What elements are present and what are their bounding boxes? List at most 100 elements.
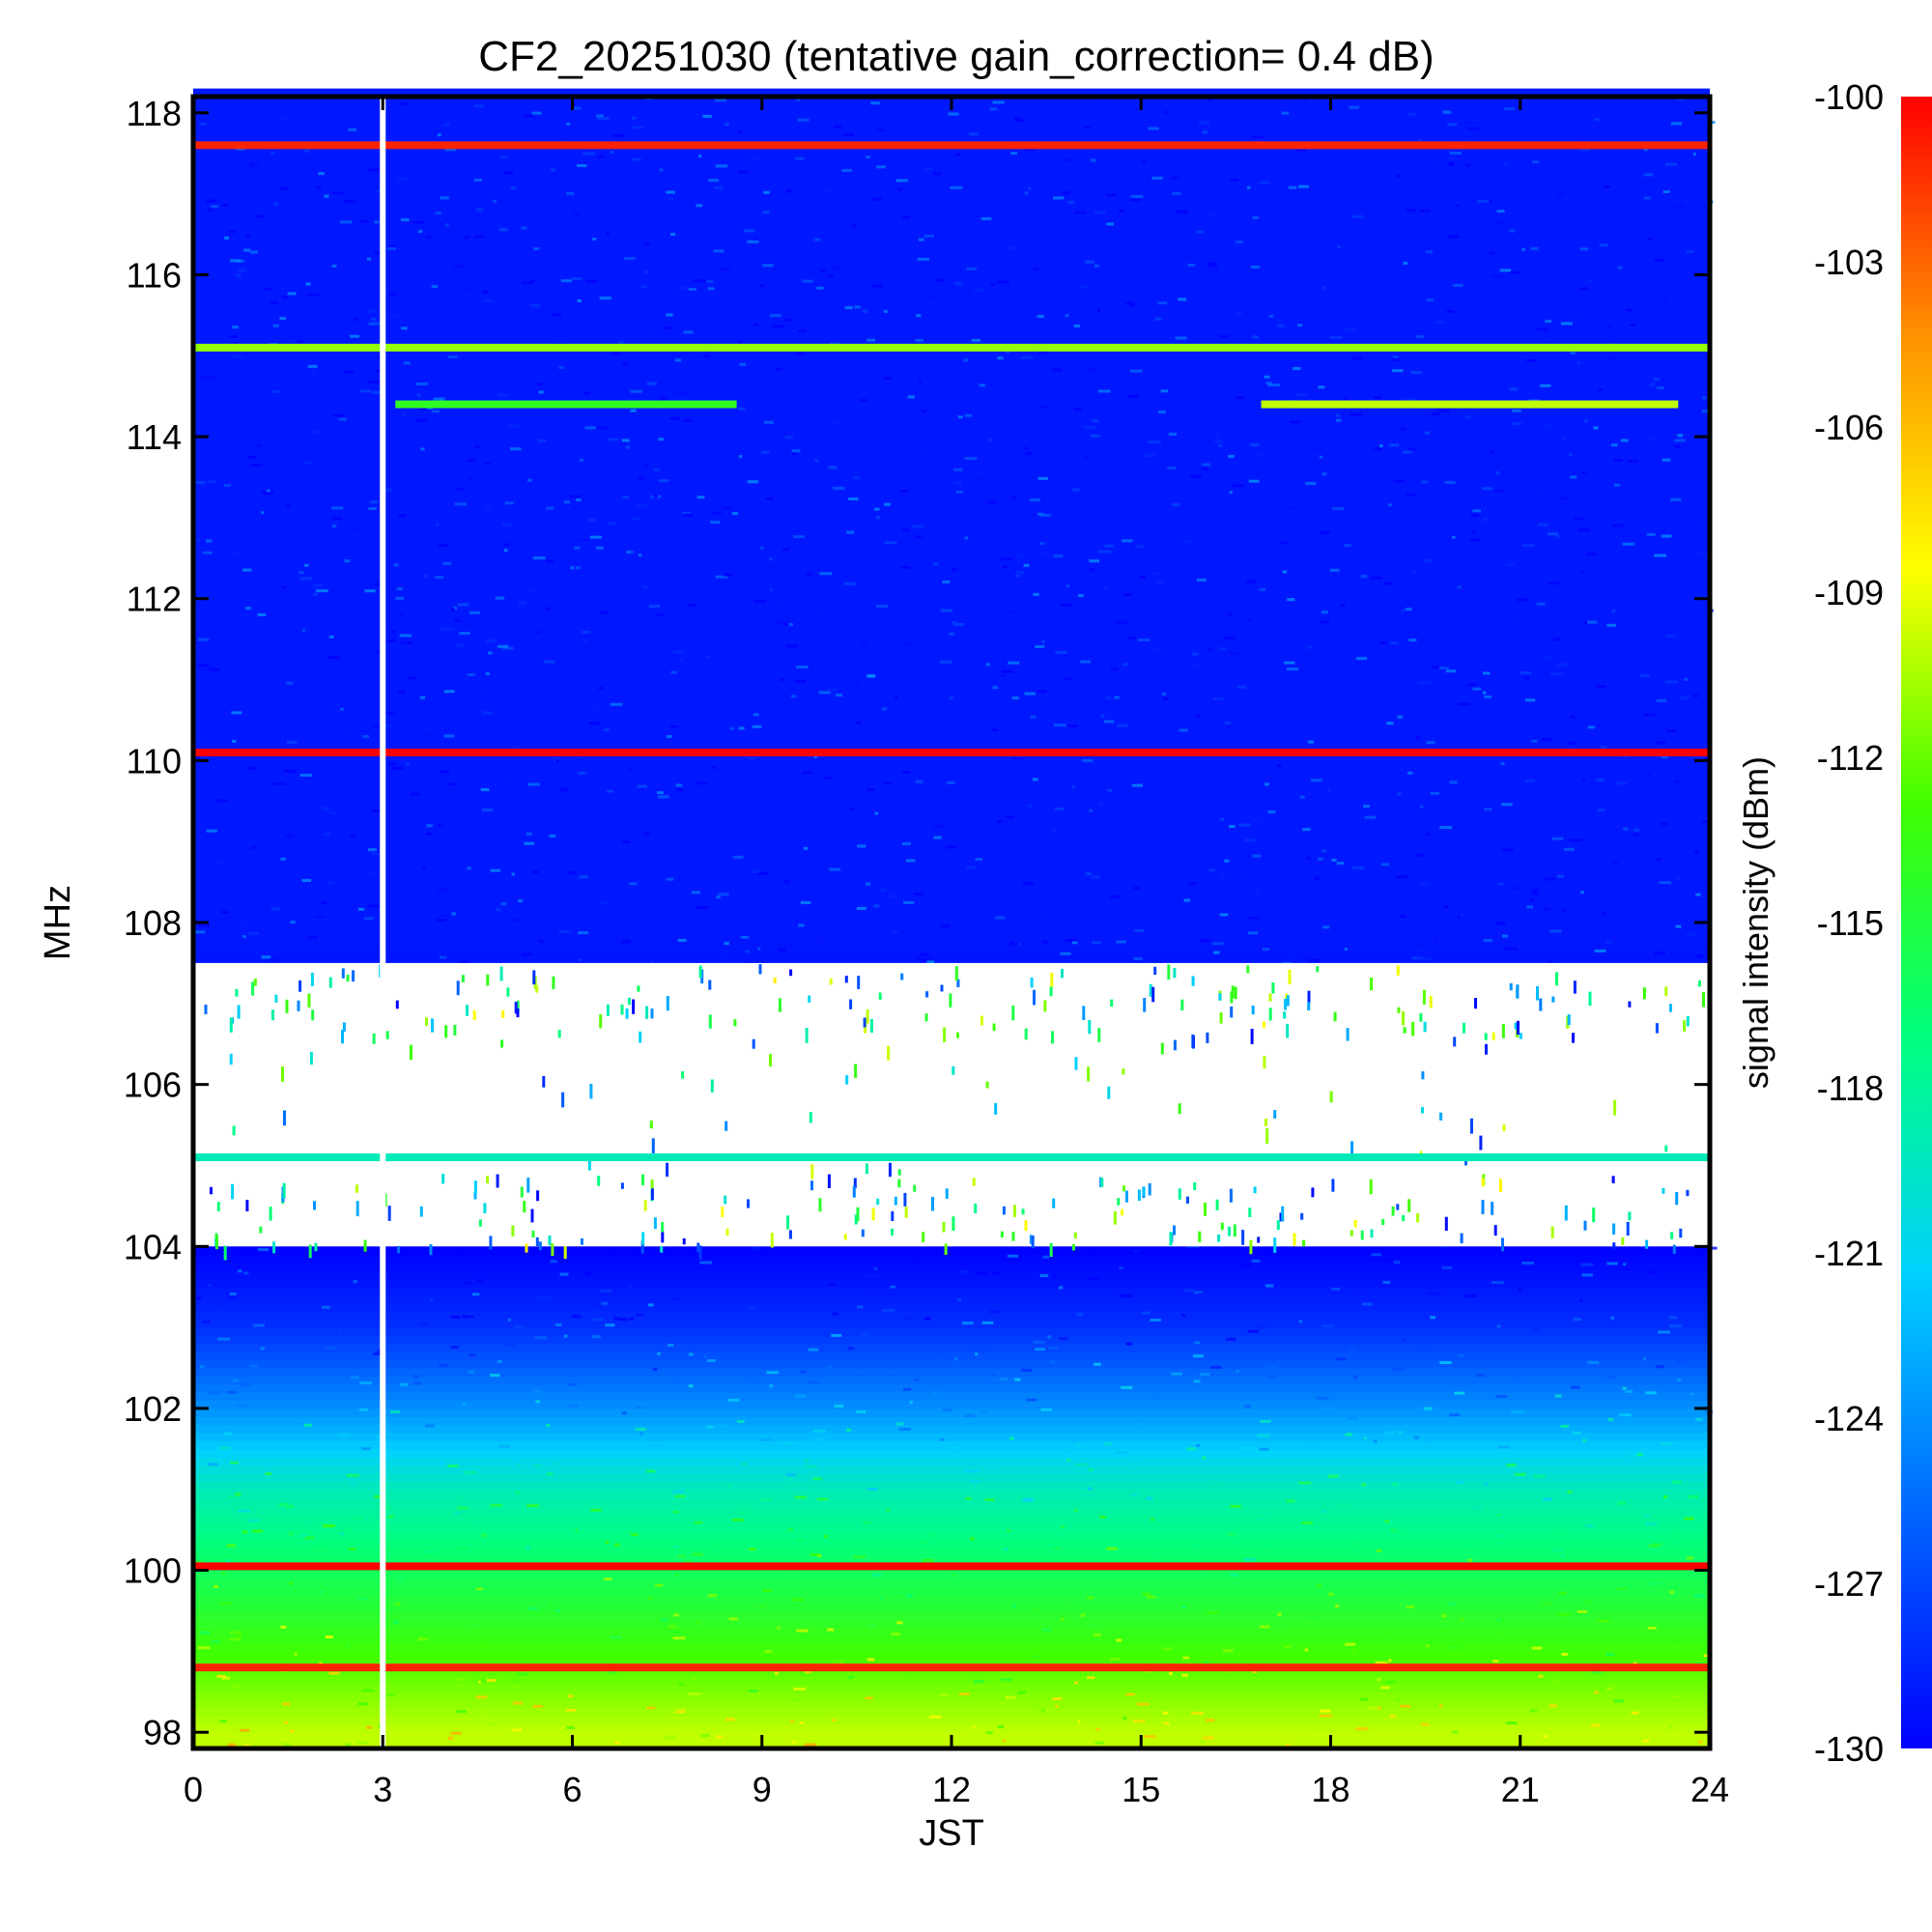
masked-speck <box>472 1009 476 1020</box>
texture-speck <box>646 1706 656 1710</box>
texture-speck <box>1649 383 1656 386</box>
texture-speck <box>1084 425 1096 429</box>
frequency-band <box>193 1457 1710 1466</box>
texture-speck <box>589 518 595 522</box>
texture-speck <box>600 1289 612 1293</box>
texture-speck <box>1086 536 1096 540</box>
masked-speck <box>1421 1107 1424 1114</box>
texture-speck <box>961 1270 968 1274</box>
texture-speck <box>550 1260 557 1264</box>
texture-speck <box>905 859 916 863</box>
texture-speck <box>1202 1456 1206 1460</box>
texture-speck <box>412 1375 419 1378</box>
frequency-band <box>193 1497 1710 1507</box>
texture-speck <box>904 1670 916 1674</box>
texture-speck <box>826 1365 833 1369</box>
texture-speck <box>589 535 602 539</box>
texture-speck <box>693 279 706 283</box>
texture-speck <box>1009 246 1015 250</box>
texture-speck <box>566 1725 576 1729</box>
frequency-band <box>193 598 1710 608</box>
texture-speck <box>729 726 735 730</box>
texture-speck <box>372 724 380 727</box>
texture-speck <box>674 1494 686 1498</box>
texture-speck <box>1405 608 1412 611</box>
texture-speck <box>219 1602 232 1605</box>
masked-speck <box>1419 1012 1423 1022</box>
frequency-band <box>193 655 1710 665</box>
texture-speck <box>447 355 458 358</box>
texture-speck <box>1042 541 1050 545</box>
texture-speck <box>1393 1261 1401 1264</box>
frequency-band <box>193 112 1710 122</box>
masked-speck <box>1397 1007 1401 1013</box>
masked-speck <box>866 1009 869 1024</box>
frequency-band <box>193 169 1710 179</box>
texture-speck <box>1319 1709 1331 1713</box>
frequency-band <box>193 1716 1710 1725</box>
texture-speck <box>1447 161 1455 165</box>
texture-speck <box>546 1472 554 1476</box>
texture-speck <box>424 574 428 578</box>
texture-speck <box>1654 952 1666 955</box>
texture-speck <box>676 1380 681 1384</box>
x-tick-label: 12 <box>932 1770 971 1809</box>
texture-speck <box>908 1337 922 1341</box>
frequency-band <box>193 906 1710 916</box>
texture-speck <box>495 908 501 912</box>
texture-speck <box>345 1643 351 1647</box>
texture-speck <box>422 867 426 870</box>
frequency-band <box>193 1553 1710 1563</box>
texture-speck <box>1500 1632 1504 1635</box>
masked-speck <box>1474 998 1477 1009</box>
texture-speck <box>1347 1417 1357 1421</box>
masked-speck <box>1228 1226 1232 1236</box>
texture-speck <box>1306 1441 1314 1445</box>
masked-speck <box>204 1005 208 1014</box>
texture-speck <box>850 807 855 810</box>
texture-speck <box>1006 350 1010 354</box>
texture-speck <box>1561 322 1573 326</box>
texture-speck <box>1599 243 1608 247</box>
texture-speck <box>957 415 963 419</box>
texture-speck <box>358 907 365 911</box>
masked-speck <box>355 1201 359 1217</box>
texture-speck <box>753 238 758 242</box>
texture-speck <box>666 735 672 738</box>
texture-speck <box>1448 235 1460 239</box>
masked-speck <box>651 1138 655 1153</box>
texture-speck <box>1341 310 1350 314</box>
texture-speck <box>990 282 995 286</box>
texture-speck <box>927 1534 934 1538</box>
masked-speck <box>708 980 712 990</box>
texture-speck <box>286 1505 295 1508</box>
texture-speck <box>1247 1329 1259 1333</box>
frequency-band <box>193 947 1710 956</box>
texture-speck <box>1241 1446 1254 1450</box>
texture-speck <box>245 732 251 736</box>
texture-speck <box>675 1710 685 1714</box>
texture-speck <box>1121 261 1126 265</box>
frequency-band <box>193 1246 1710 1256</box>
texture-speck <box>765 497 774 500</box>
texture-speck <box>1252 854 1262 858</box>
masked-speck <box>682 1237 686 1245</box>
texture-speck <box>1073 211 1087 214</box>
texture-speck <box>1573 1318 1582 1321</box>
texture-speck <box>1203 1661 1209 1664</box>
texture-speck <box>1502 381 1509 384</box>
texture-speck <box>354 1382 358 1386</box>
texture-speck <box>618 1318 628 1321</box>
texture-speck <box>980 1409 987 1413</box>
texture-speck <box>1606 1376 1616 1378</box>
texture-speck <box>1061 603 1073 607</box>
texture-speck <box>370 318 377 321</box>
texture-speck <box>1007 1254 1018 1258</box>
texture-speck <box>756 871 769 875</box>
texture-speck <box>1542 1497 1553 1501</box>
texture-speck <box>1406 398 1416 402</box>
frequency-band <box>193 250 1710 260</box>
masked-speck <box>269 1207 272 1221</box>
texture-speck <box>986 500 997 504</box>
texture-speck <box>490 1723 497 1727</box>
